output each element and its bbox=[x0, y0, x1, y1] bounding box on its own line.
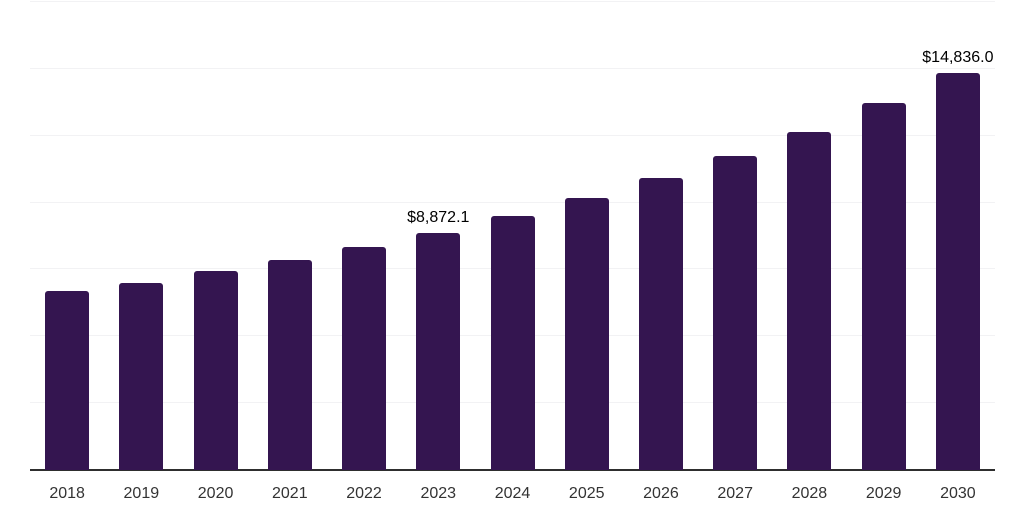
x-axis-labels: 2018 2019 2020 2021 2022 2023 2024 2025 2026 2027… bbox=[30, 482, 995, 506]
bar-2023 bbox=[416, 232, 461, 470]
x-tick-2025: 2025 bbox=[568, 485, 605, 502]
gridline-15000 bbox=[30, 67, 995, 69]
x-tick-2027: 2027 bbox=[717, 485, 753, 502]
x-tick-2029: 2029 bbox=[865, 485, 902, 502]
x-tick-2020: 2020 bbox=[197, 485, 234, 502]
x-tick-2028: 2028 bbox=[791, 485, 828, 502]
bar-2028 bbox=[787, 131, 832, 470]
bar-2022 bbox=[342, 246, 387, 470]
bar-2025 bbox=[564, 198, 609, 470]
bar-value-label-2023: $8,872.1 bbox=[407, 208, 470, 226]
bar-2019 bbox=[119, 282, 164, 470]
bar-2020 bbox=[193, 270, 238, 470]
x-axis-line bbox=[30, 469, 995, 471]
bar-2029 bbox=[861, 103, 906, 470]
x-tick-2030: 2030 bbox=[940, 485, 976, 502]
x-tick-2026: 2026 bbox=[643, 485, 679, 502]
bar-2026 bbox=[638, 178, 683, 470]
bar-value-label-2030: $14,836.0 bbox=[922, 49, 994, 67]
bar-2021 bbox=[267, 260, 312, 470]
plot-area: $8,872.1 $14,836.0 bbox=[30, 1, 995, 471]
x-tick-2019: 2019 bbox=[123, 485, 160, 502]
x-tick-2023: 2023 bbox=[420, 485, 457, 502]
x-tick-2024: 2024 bbox=[494, 485, 531, 502]
bar-2027 bbox=[713, 156, 758, 470]
gridline-12500 bbox=[30, 134, 995, 136]
x-tick-2022: 2022 bbox=[346, 485, 382, 502]
gridline-17500 bbox=[30, 1, 995, 2]
bar-2024 bbox=[490, 215, 535, 470]
bar-2018 bbox=[45, 291, 90, 470]
bar-2030 bbox=[935, 73, 980, 470]
x-tick-2021: 2021 bbox=[272, 485, 308, 502]
x-tick-2018: 2018 bbox=[49, 485, 85, 502]
gridline-10000 bbox=[30, 201, 995, 203]
